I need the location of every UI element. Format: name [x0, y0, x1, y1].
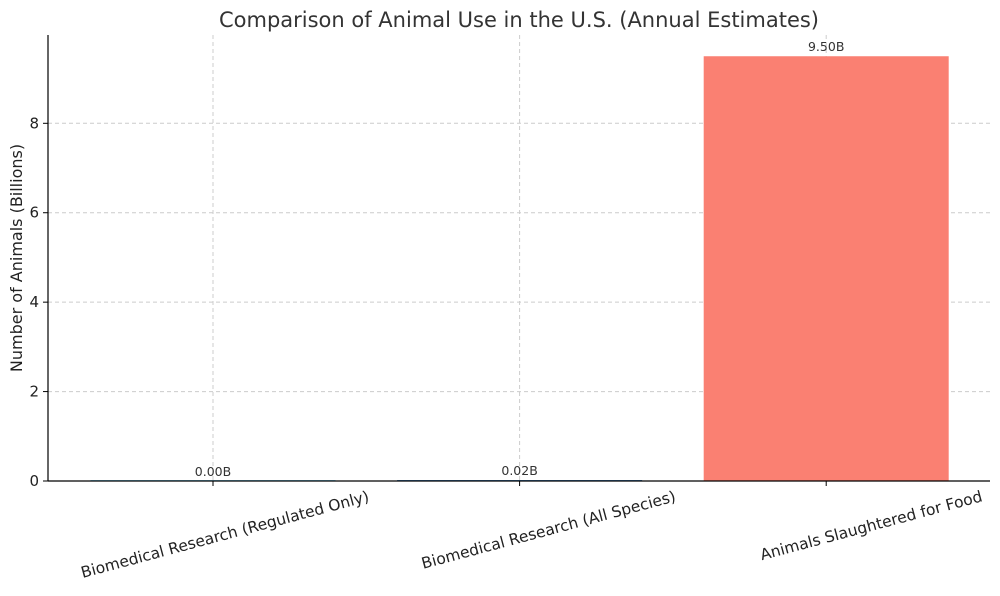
bar-value-label: 9.50B	[808, 39, 844, 54]
bar-value-labels: 0.00B 0.02B 9.50B	[195, 39, 845, 479]
x-tick-label: Biomedical Research (Regulated Only)	[79, 487, 371, 581]
bar-value-label: 0.02B	[501, 463, 537, 478]
y-tick-label: 0	[29, 472, 39, 490]
y-tick-label: 4	[29, 293, 39, 311]
bar-value-label: 0.00B	[195, 464, 231, 479]
y-tick-label: 6	[29, 204, 39, 222]
x-tick-label: Biomedical Research (All Species)	[420, 487, 678, 572]
y-tick-label: 8	[29, 114, 39, 132]
bar	[703, 56, 949, 481]
x-ticks: Biomedical Research (Regulated Only) Biom…	[79, 481, 984, 582]
y-tick-label: 2	[29, 383, 39, 401]
y-axis-label: Number of Animals (Billions)	[7, 144, 26, 372]
chart-title: Comparison of Animal Use in the U.S. (An…	[219, 8, 819, 32]
axes	[47, 35, 990, 482]
x-tick-label: Animals Slaughtered for Food	[758, 487, 984, 564]
y-ticks: 0 2 4 6 8	[29, 114, 48, 490]
